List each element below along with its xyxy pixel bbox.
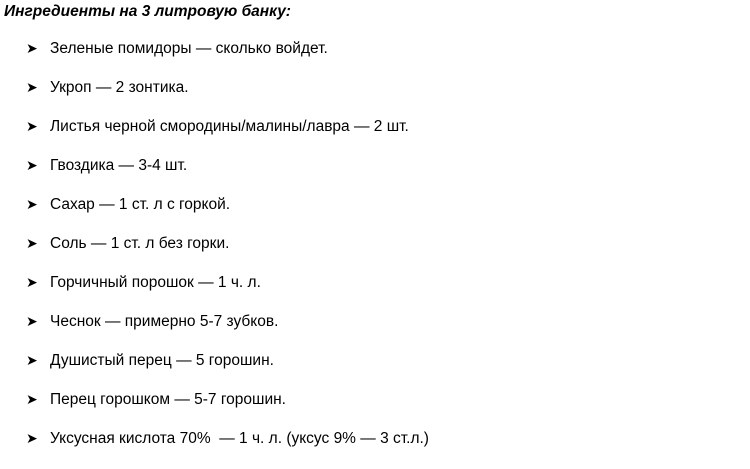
ingredient-text: Чеснок — примерно 5-7 зубков.: [50, 313, 279, 330]
arrow-bullet-icon: ➤: [26, 313, 38, 329]
ingredient-text: Укроп — 2 зонтика.: [50, 79, 189, 96]
arrow-bullet-icon: ➤: [26, 40, 38, 56]
arrow-bullet-icon: ➤: [26, 274, 38, 290]
arrow-bullet-icon: ➤: [26, 352, 38, 368]
ingredient-text: Перец горошком — 5-7 горошин.: [50, 391, 286, 408]
arrow-bullet-icon: ➤: [26, 196, 38, 212]
ingredient-text: Горчичный порошок — 1 ч. л.: [50, 274, 261, 291]
ingredient-text: Душистый перец — 5 горошин.: [50, 352, 274, 369]
arrow-bullet-icon: ➤: [26, 430, 38, 446]
arrow-bullet-icon: ➤: [26, 79, 38, 95]
arrow-bullet-icon: ➤: [26, 118, 38, 134]
ingredient-text: Гвоздика — 3-4 шт.: [50, 157, 188, 174]
ingredient-text: Сахар — 1 ст. л с горкой.: [50, 196, 231, 213]
ingredient-text: Уксусная кислота 70% — 1 ч. л. (уксус 9%…: [50, 430, 429, 447]
ingredient-text: Зеленые помидоры — сколько войдет.: [50, 40, 328, 57]
ingredient-text: Листья черной смородины/малины/лавра — 2…: [50, 118, 409, 135]
ingredient-text: Соль — 1 ст. л без горки.: [50, 235, 230, 252]
arrow-bullet-icon: ➤: [26, 157, 38, 173]
ingredients-heading: Ингредиенты на 3 литровую банку:: [4, 3, 291, 20]
arrow-bullet-icon: ➤: [26, 391, 38, 407]
arrow-bullet-icon: ➤: [26, 235, 38, 251]
